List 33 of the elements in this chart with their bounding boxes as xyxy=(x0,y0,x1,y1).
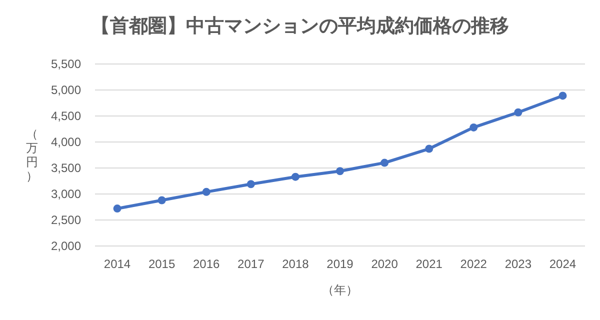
x-tick-label: 2016 xyxy=(193,257,220,271)
y-tick-label: 4,500 xyxy=(50,109,82,123)
y-tick-label: 3,500 xyxy=(50,161,82,175)
point xyxy=(470,123,478,132)
point xyxy=(246,180,255,188)
x-tick-label: 2015 xyxy=(148,257,176,271)
y-tick-label: 4,000 xyxy=(50,135,82,149)
y-tick-label: 5,000 xyxy=(50,83,82,97)
x-tick-label: 2018 xyxy=(282,257,310,271)
x-tick-label: 2023 xyxy=(504,257,532,271)
x-tick-label: 2019 xyxy=(326,257,354,271)
y-tick-label: 2,500 xyxy=(50,213,82,227)
x-axis-title: （年） xyxy=(322,283,358,297)
x-tick-label: 2024 xyxy=(549,257,576,271)
point xyxy=(202,188,210,196)
point xyxy=(425,144,434,153)
x-tick-label: 2022 xyxy=(460,257,488,271)
point xyxy=(113,204,122,213)
point xyxy=(514,108,522,116)
chart-title: 【首都圏】中古マンションの平均成約価格の推移 xyxy=(91,15,509,37)
point xyxy=(291,172,300,181)
point xyxy=(158,196,166,204)
y-tick-label: 2,000 xyxy=(50,239,82,253)
y-tick-label: 5,500 xyxy=(50,57,82,71)
point xyxy=(380,158,389,167)
x-tick-label: 2014 xyxy=(104,257,131,271)
point xyxy=(336,167,344,176)
y-axis-title: （万円） xyxy=(26,127,38,183)
y-tick-label: 3,000 xyxy=(50,187,82,201)
x-tick-label: 2017 xyxy=(238,257,265,271)
point xyxy=(558,92,567,100)
x-tick-label: 2020 xyxy=(371,257,398,271)
x-tick-label: 2021 xyxy=(416,257,443,271)
